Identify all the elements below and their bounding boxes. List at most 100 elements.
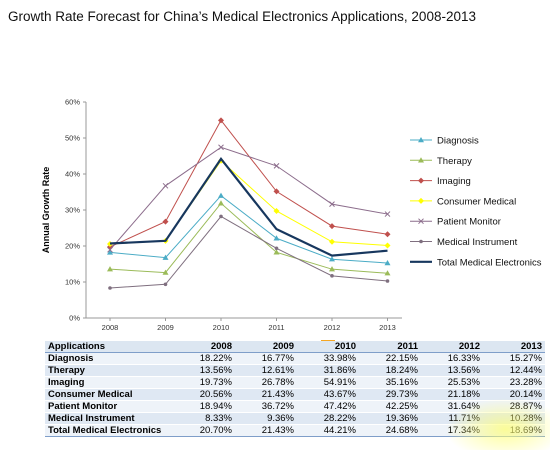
legend-label: Imaging — [437, 176, 471, 187]
data-point — [384, 242, 391, 249]
data-point — [419, 239, 423, 244]
table-cell: 21.43% — [235, 388, 297, 401]
data-point — [384, 231, 391, 238]
data-point — [163, 282, 168, 287]
x-tick-label: 2013 — [379, 323, 396, 332]
table-cell: 44.21% — [297, 424, 359, 437]
data-point — [274, 246, 279, 251]
legend-label: Medical Instrument — [437, 237, 518, 248]
table-cell: 21.43% — [235, 424, 297, 437]
table-cell-name: Therapy — [45, 364, 173, 377]
data-point — [384, 260, 391, 266]
table-cell: 28.87% — [483, 400, 545, 413]
table-cell: 21.18% — [421, 388, 483, 401]
data-point — [162, 218, 169, 225]
series-consumer-medical — [107, 157, 391, 249]
legend-label: Total Medical Electronics — [437, 257, 542, 268]
data-point — [218, 144, 224, 151]
data-table: Applications 2008 2009 2010 2011 2012 20… — [45, 341, 545, 437]
legend-label: Consumer Medical — [437, 196, 516, 207]
table-cell-name: Imaging — [45, 376, 173, 389]
series-line — [109, 146, 388, 251]
y-tick-label: 50% — [65, 134, 80, 143]
table-cell: 19.36% — [359, 412, 421, 425]
table-header-applications: Applications — [45, 341, 173, 353]
table-cell: 35.16% — [359, 376, 421, 389]
y-tick-label: 20% — [65, 242, 80, 251]
data-point — [273, 249, 280, 255]
data-point — [219, 214, 223, 219]
table-cell: 33.98% — [297, 352, 359, 365]
data-point — [162, 254, 169, 260]
legend-item: Medical Instrument — [410, 237, 518, 248]
y-tick-label: 10% — [65, 278, 80, 287]
x-tick-label: 2008 — [102, 323, 119, 332]
table-header-year: 2013 — [483, 341, 545, 353]
table-cell: 23.28% — [483, 376, 545, 389]
series-line — [109, 202, 388, 274]
data-point — [273, 235, 280, 241]
x-tick-label: 2011 — [268, 323, 284, 332]
series-patient-monitor — [107, 144, 391, 253]
data-point — [273, 163, 280, 169]
table-cell: 47.42% — [297, 400, 359, 413]
data-point — [162, 182, 169, 189]
y-tick-label: 0% — [69, 314, 80, 323]
table-cell-name: Diagnosis — [45, 352, 173, 365]
table-cell: 26.78% — [235, 376, 297, 389]
data-point — [418, 218, 424, 225]
table-row: Diagnosis 18.22% 16.77% 33.98% 22.15% 16… — [45, 352, 545, 365]
table-cell: 24.68% — [359, 424, 421, 437]
table-cell: 20.56% — [173, 388, 235, 401]
legend-item: Diagnosis — [410, 136, 479, 147]
x-tick-label: 2012 — [324, 323, 341, 332]
data-point — [330, 274, 334, 278]
legend-item: Patient Monitor — [410, 217, 501, 228]
table-cell: 19.73% — [173, 376, 235, 389]
table-cell: 16.33% — [421, 352, 483, 365]
data-point — [329, 266, 335, 272]
series-line — [109, 156, 388, 257]
table-cell: 29.73% — [359, 388, 421, 401]
legend-item: Consumer Medical — [410, 196, 516, 207]
data-point — [418, 157, 424, 163]
table-cell: 16.77% — [235, 352, 297, 365]
chart-legend: Diagnosis Therapy Imaging Consumer Medical P… — [410, 136, 542, 268]
legend-item: Imaging — [410, 176, 471, 187]
table-row: Patient Monitor 18.94% 36.72% 47.42% 42.… — [45, 400, 545, 413]
table-cell: 31.64% — [421, 400, 483, 413]
table-header-year: 2011 — [359, 341, 421, 353]
data-point — [385, 279, 390, 283]
table-cell: 28.22% — [297, 412, 359, 425]
series-imaging — [107, 117, 391, 250]
data-point — [384, 211, 391, 217]
table-cell: 20.70% — [173, 424, 235, 437]
table-row: Therapy 13.56% 12.61% 31.86% 18.24% 13.5… — [45, 364, 545, 377]
series-total-medical-electronics — [109, 156, 388, 257]
data-point — [218, 192, 224, 198]
y-tick-label: 60% — [65, 98, 80, 107]
table-cell: 54.91% — [297, 376, 359, 389]
legend-item: Therapy — [410, 156, 472, 167]
table-cell: 36.72% — [235, 400, 297, 413]
table-cell: 18.94% — [173, 400, 235, 413]
data-point — [329, 201, 335, 207]
data-point — [162, 269, 169, 275]
table-cell: 8.33% — [173, 412, 235, 425]
table-cell: 13.56% — [173, 364, 235, 377]
table-cell: 18.69% — [483, 424, 545, 437]
table-cell: 12.61% — [235, 364, 297, 377]
series-line — [109, 194, 388, 264]
series-medical-instrument — [108, 214, 390, 290]
table-header-row: Applications 2008 2009 2010 2011 2012 20… — [45, 341, 545, 353]
y-axis-label: Annual Growth Rate — [41, 167, 51, 254]
line-chart: 0% 10% 20% 30% 40% 50% 60% 2008 2009 2010 2011 2012… — [41, 98, 542, 333]
page-title: Growth Rate Forecast for China’s Medical… — [8, 9, 476, 24]
table-cell-name: Patient Monitor — [45, 400, 173, 413]
data-point — [107, 249, 113, 255]
table-row: Medical Instrument 8.33% 9.36% 28.22% 19… — [45, 412, 545, 425]
table-row: Consumer Medical 20.56% 21.43% 43.67% 29… — [45, 388, 545, 401]
series-line — [109, 119, 388, 248]
table-cell: 15.27% — [483, 352, 545, 365]
table-cell-name: Total Medical Electronics — [45, 424, 173, 437]
